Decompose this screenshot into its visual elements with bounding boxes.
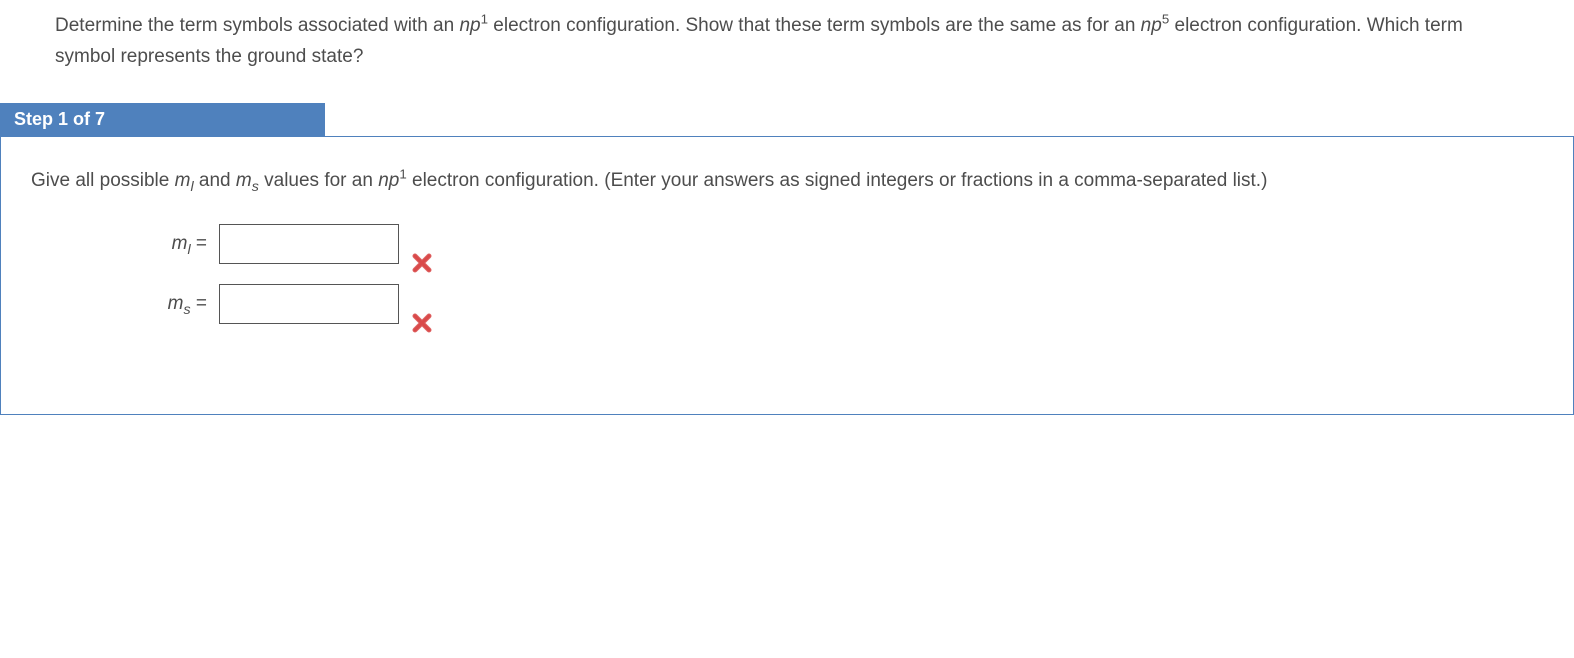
var2-base: m	[236, 170, 252, 191]
ml-equals: =	[191, 233, 207, 254]
step-config-base: np	[378, 170, 399, 191]
step-prompt: Give all possible ml and ms values for a…	[31, 165, 1543, 196]
ms-label-sub: s	[184, 302, 191, 318]
ms-input[interactable]	[219, 284, 399, 324]
step-container: Step 1 of 7 Give all possible ml and ms …	[0, 103, 1574, 415]
ml-row: ml =	[141, 224, 1543, 264]
var2-sub: s	[252, 178, 259, 194]
ms-row: ms =	[141, 284, 1543, 324]
config1-base: np	[459, 15, 480, 36]
question-part1: Determine the term symbols associated wi…	[55, 15, 459, 36]
ms-label-base: m	[168, 293, 184, 314]
config2-base: np	[1141, 15, 1162, 36]
ms-equals: =	[191, 293, 207, 314]
prompt-part3: values for an	[259, 170, 378, 191]
step-box: Give all possible ml and ms values for a…	[0, 136, 1574, 415]
var1-base: m	[175, 170, 191, 191]
prompt-part1: Give all possible	[31, 170, 175, 191]
ml-label: ml =	[141, 233, 211, 255]
incorrect-icon	[411, 312, 433, 334]
prompt-part2: and	[194, 170, 236, 191]
ml-label-base: m	[172, 233, 188, 254]
prompt-part4: electron configuration. (Enter your answ…	[407, 170, 1268, 191]
ml-input[interactable]	[219, 224, 399, 264]
question-part2: electron configuration. Show that these …	[488, 15, 1141, 36]
ms-label: ms =	[141, 293, 211, 315]
incorrect-icon	[411, 252, 433, 274]
step-header: Step 1 of 7	[0, 103, 325, 136]
step-config-exp: 1	[399, 166, 406, 181]
question-text: Determine the term symbols associated wi…	[0, 0, 1574, 103]
config1-exp: 1	[481, 12, 488, 27]
